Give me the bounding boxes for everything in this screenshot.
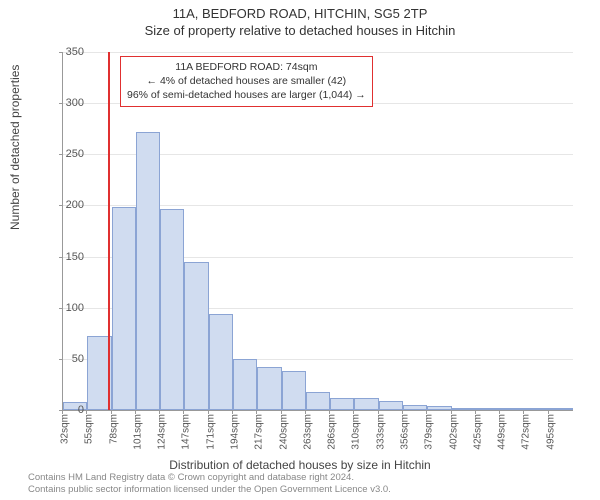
- xtick-label: 240sqm: [278, 414, 289, 450]
- ytick-label: 200: [44, 199, 84, 211]
- histogram-bar: [209, 314, 233, 410]
- ytick-label: 50: [44, 353, 84, 365]
- annotation-box: 11A BEDFORD ROAD: 74sqm ← 4% of detached…: [120, 56, 373, 107]
- histogram-bar: [282, 371, 306, 410]
- annotation-line3: 96% of semi-detached houses are larger (…: [127, 88, 366, 102]
- reference-line: [108, 52, 110, 410]
- xtick-label: 333sqm: [375, 414, 386, 450]
- chart-area: 11A BEDFORD ROAD: 74sqm ← 4% of detached…: [62, 52, 572, 410]
- xtick-label: 124sqm: [157, 414, 168, 450]
- ytick-label: 250: [44, 148, 84, 160]
- page-title-line1: 11A, BEDFORD ROAD, HITCHIN, SG5 2TP: [0, 0, 600, 21]
- footer-line2: Contains public sector information licen…: [28, 484, 391, 496]
- histogram-bar: [427, 406, 451, 410]
- xtick-label: 379sqm: [424, 414, 435, 450]
- histogram-bar: [500, 408, 524, 410]
- gridline: [63, 52, 573, 53]
- xtick-label: 310sqm: [351, 414, 362, 450]
- annotation-line2: ← 4% of detached houses are smaller (42): [127, 74, 366, 88]
- xtick-label: 263sqm: [302, 414, 313, 450]
- xtick-label: 101sqm: [132, 414, 143, 450]
- xtick-label: 495sqm: [545, 414, 556, 450]
- xtick-label: 356sqm: [400, 414, 411, 450]
- histogram-bar: [184, 262, 208, 410]
- x-axis-label: Distribution of detached houses by size …: [0, 458, 600, 472]
- xtick-label: 147sqm: [181, 414, 192, 450]
- histogram-bar: [160, 209, 184, 411]
- xtick-label: 425sqm: [472, 414, 483, 450]
- xtick-label: 217sqm: [254, 414, 265, 450]
- ytick-label: 0: [44, 404, 84, 416]
- xtick-label: 449sqm: [497, 414, 508, 450]
- histogram-bar: [233, 359, 257, 410]
- xtick-label: 55sqm: [84, 414, 95, 444]
- histogram-bar: [306, 392, 330, 410]
- xtick-label: 171sqm: [205, 414, 216, 450]
- xtick-label: 402sqm: [448, 414, 459, 450]
- footer-line1: Contains HM Land Registry data © Crown c…: [28, 472, 391, 484]
- histogram-bar: [379, 401, 403, 410]
- histogram-bar: [257, 367, 281, 410]
- xtick-label: 194sqm: [230, 414, 241, 450]
- ytick-label: 300: [44, 97, 84, 109]
- xtick-label: 78sqm: [108, 414, 119, 444]
- histogram-bar: [452, 408, 476, 410]
- xtick-label: 32sqm: [60, 414, 71, 444]
- histogram-bar: [136, 132, 160, 410]
- annotation-line1: 11A BEDFORD ROAD: 74sqm: [127, 60, 366, 74]
- histogram-bar: [403, 405, 427, 410]
- histogram-bar: [354, 398, 378, 410]
- xtick-label: 472sqm: [521, 414, 532, 450]
- ytick-label: 100: [44, 302, 84, 314]
- ytick-label: 350: [44, 46, 84, 58]
- histogram-bar: [112, 207, 136, 410]
- histogram-bar: [330, 398, 354, 410]
- histogram-bar: [549, 408, 573, 410]
- xtick-label: 286sqm: [327, 414, 338, 450]
- page-title-line2: Size of property relative to detached ho…: [0, 21, 600, 38]
- ytick-label: 150: [44, 251, 84, 263]
- histogram-bar: [524, 408, 548, 410]
- footer-attribution: Contains HM Land Registry data © Crown c…: [28, 472, 391, 496]
- y-axis-label: Number of detached properties: [8, 65, 22, 230]
- histogram-bar: [476, 408, 500, 410]
